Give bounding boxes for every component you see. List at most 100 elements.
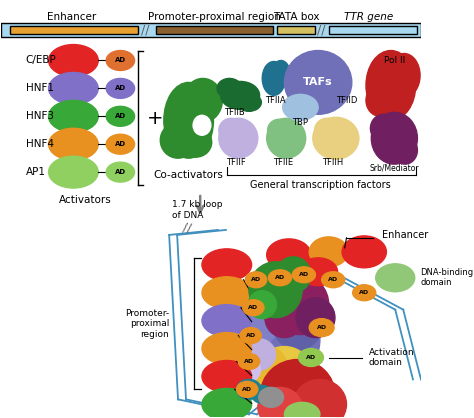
Ellipse shape (202, 277, 252, 308)
Text: 1.7 kb loop
of DNA: 1.7 kb loop of DNA (172, 200, 222, 220)
Ellipse shape (202, 249, 252, 281)
Ellipse shape (106, 162, 135, 182)
Text: AD: AD (115, 85, 126, 92)
Text: DNA-binding
domain: DNA-binding domain (420, 268, 473, 287)
Text: HNF4: HNF4 (26, 139, 54, 149)
Ellipse shape (265, 298, 304, 338)
Ellipse shape (322, 272, 345, 288)
Text: TFIID: TFIID (336, 96, 357, 105)
Ellipse shape (183, 79, 222, 122)
Text: Co-activators: Co-activators (154, 170, 224, 180)
Ellipse shape (202, 360, 252, 393)
Ellipse shape (106, 51, 135, 71)
Text: AD: AD (244, 359, 254, 364)
Ellipse shape (219, 118, 244, 142)
Ellipse shape (48, 156, 98, 188)
Text: AD: AD (242, 387, 252, 392)
Ellipse shape (342, 236, 386, 268)
Ellipse shape (273, 300, 322, 349)
Ellipse shape (48, 45, 98, 76)
FancyBboxPatch shape (9, 25, 138, 33)
Ellipse shape (202, 388, 252, 418)
Ellipse shape (299, 258, 337, 286)
Ellipse shape (243, 300, 264, 316)
Ellipse shape (227, 292, 280, 347)
Text: TFIIB: TFIIB (224, 108, 245, 117)
Ellipse shape (237, 93, 261, 111)
Ellipse shape (292, 267, 315, 283)
Text: TTR gene: TTR gene (344, 12, 393, 22)
Ellipse shape (309, 237, 348, 267)
Text: AD: AD (115, 58, 126, 64)
Text: TBP: TBP (292, 118, 309, 127)
Text: AD: AD (115, 169, 126, 175)
Ellipse shape (315, 118, 339, 142)
Ellipse shape (376, 264, 415, 292)
Ellipse shape (284, 365, 320, 398)
Ellipse shape (267, 119, 291, 141)
Ellipse shape (353, 285, 376, 301)
Ellipse shape (284, 51, 352, 114)
Ellipse shape (268, 270, 292, 286)
Ellipse shape (256, 347, 313, 403)
Ellipse shape (217, 79, 242, 98)
Ellipse shape (309, 319, 334, 336)
Ellipse shape (193, 115, 211, 135)
Ellipse shape (106, 79, 135, 98)
Ellipse shape (366, 84, 394, 116)
Ellipse shape (275, 257, 311, 293)
Text: C/EBP: C/EBP (26, 56, 56, 66)
FancyBboxPatch shape (0, 23, 421, 36)
Text: General transcription factors: General transcription factors (249, 180, 390, 190)
Ellipse shape (392, 136, 418, 164)
Text: AD: AD (359, 290, 369, 295)
Ellipse shape (366, 51, 416, 120)
Text: HNF1: HNF1 (26, 84, 54, 93)
Text: //: // (318, 23, 326, 36)
Ellipse shape (238, 354, 260, 370)
Ellipse shape (164, 82, 213, 158)
Text: AD: AD (115, 141, 126, 147)
Ellipse shape (296, 298, 335, 338)
Ellipse shape (370, 114, 397, 142)
Ellipse shape (48, 72, 98, 104)
Ellipse shape (249, 262, 302, 318)
Text: AD: AD (248, 305, 258, 310)
Text: AD: AD (299, 272, 309, 277)
Text: +: + (147, 109, 163, 128)
Ellipse shape (231, 295, 320, 385)
Text: Promoter-
proximal
region: Promoter- proximal region (125, 309, 169, 339)
FancyBboxPatch shape (156, 25, 273, 33)
Ellipse shape (248, 291, 276, 319)
Ellipse shape (262, 61, 285, 95)
Ellipse shape (240, 339, 275, 370)
Ellipse shape (272, 61, 290, 84)
Ellipse shape (219, 118, 258, 158)
Ellipse shape (388, 54, 420, 97)
Ellipse shape (246, 272, 267, 288)
Ellipse shape (180, 127, 212, 157)
Ellipse shape (267, 118, 306, 158)
Text: TFIIE: TFIIE (273, 158, 293, 167)
Ellipse shape (247, 347, 286, 382)
Ellipse shape (299, 349, 323, 367)
Ellipse shape (106, 134, 135, 154)
Text: Pol II: Pol II (384, 56, 405, 65)
Text: Activation
domain: Activation domain (369, 348, 414, 367)
Text: //: // (141, 23, 149, 36)
Text: Enhancer: Enhancer (47, 12, 96, 22)
Ellipse shape (48, 128, 98, 160)
Text: TAFs: TAFs (303, 77, 333, 87)
Ellipse shape (261, 359, 335, 418)
FancyBboxPatch shape (277, 25, 315, 33)
Ellipse shape (240, 328, 261, 344)
Ellipse shape (202, 305, 252, 336)
Ellipse shape (272, 275, 329, 334)
Ellipse shape (202, 333, 252, 364)
Text: AD: AD (328, 277, 338, 282)
Ellipse shape (237, 380, 261, 399)
Ellipse shape (228, 356, 261, 383)
Ellipse shape (371, 112, 418, 164)
Text: Enhancer: Enhancer (382, 230, 428, 240)
Ellipse shape (267, 239, 311, 271)
